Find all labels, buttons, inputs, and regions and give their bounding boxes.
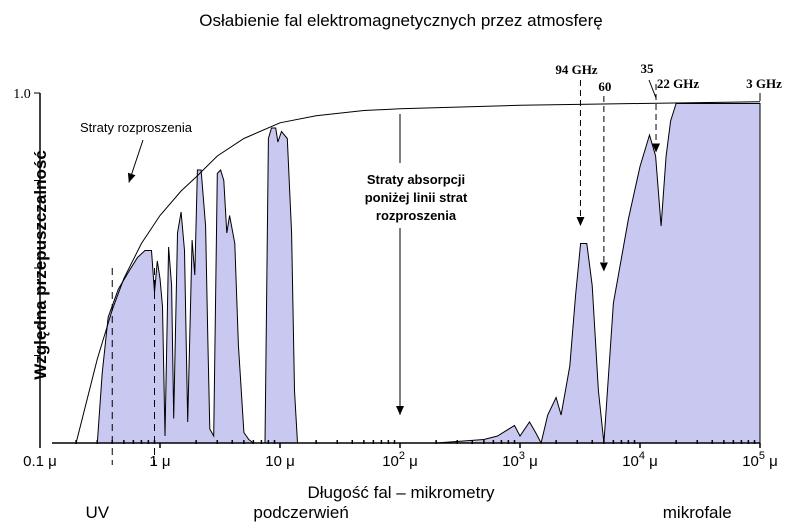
plot-area: 1.0 0.1 μ 1 μ 10 μ 102 μ 103 μ 104 μ 105 μ UV pod… <box>13 61 782 522</box>
x-tick-label: 10 μ <box>265 453 295 470</box>
x-axis-label: Długość fal – mikrometry <box>307 483 495 502</box>
y-tick-label: 1.0 <box>13 87 31 102</box>
arrowhead <box>127 172 136 183</box>
annotation-absorption: rozproszenia <box>376 208 457 223</box>
x-tick-label: 0.1 μ <box>23 453 57 470</box>
annotation-absorption: poniżej linii strat <box>365 190 468 205</box>
x-tick-label: 102 μ <box>382 450 418 470</box>
region-label: podczerwień <box>253 503 348 522</box>
arrowhead <box>599 262 608 272</box>
region-label: mikrofale <box>663 503 732 522</box>
arrowhead <box>396 406 404 415</box>
transmission-area <box>96 103 761 445</box>
arrowhead <box>652 143 661 153</box>
region-label: UV <box>85 503 109 522</box>
x-tick-label: 104 μ <box>622 450 658 470</box>
freq-label-35ghz: 35 <box>641 61 655 76</box>
annotation-absorption: Straty absorpcji <box>367 172 465 187</box>
x-tick-label: 103 μ <box>502 450 538 470</box>
freq-marker-35ghz <box>648 79 657 99</box>
freq-label-3ghz: 3 GHz <box>746 76 782 91</box>
freq-label-22ghz: 22 GHz <box>657 76 699 91</box>
freq-label-94ghz: 94 GHz <box>555 62 597 77</box>
freq-label-60ghz: 60 <box>598 79 611 94</box>
x-tick-label: 1 μ <box>149 453 170 470</box>
x-tick-label: 105 μ <box>742 450 778 470</box>
chart-title: Osłabienie fal elektromagnetycznych prze… <box>199 11 602 30</box>
arrowhead <box>576 217 585 226</box>
scattering-curve <box>75 101 761 444</box>
annotation-scattering: Straty rozproszenia <box>80 120 193 135</box>
